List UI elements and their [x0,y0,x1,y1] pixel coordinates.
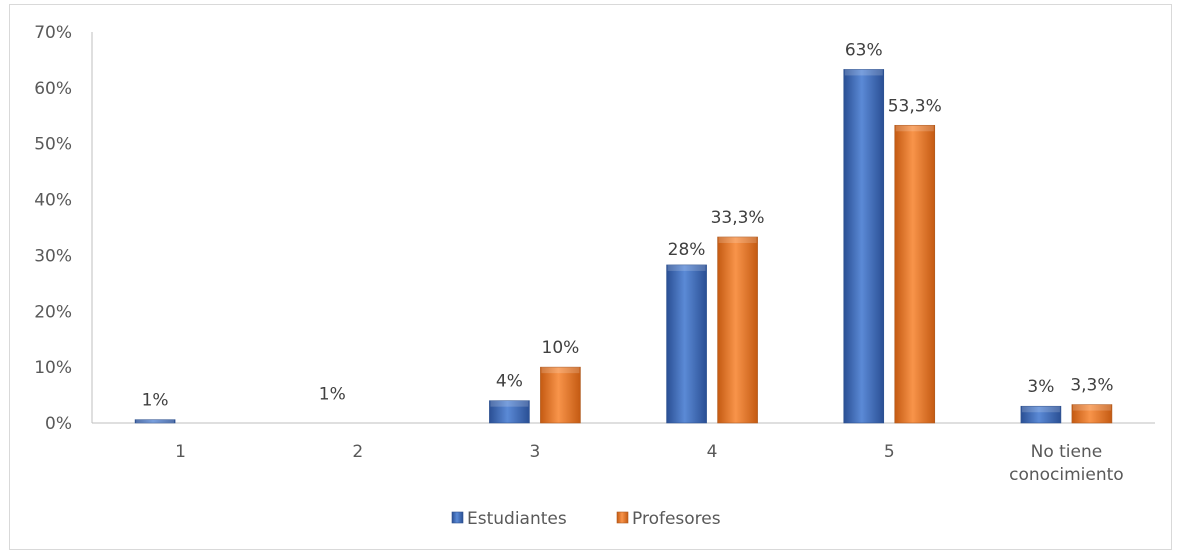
data-label: 3% [1027,377,1054,397]
bar-estudiantes [666,264,707,424]
y-tick-label: 30% [34,246,72,266]
x-tick-label: 4 [707,442,718,462]
bar-bevel-highlight [490,400,529,407]
y-tick-label: 70% [34,23,72,43]
data-label: 28% [668,240,706,260]
y-tick-label: 10% [34,358,72,378]
bars [134,69,1113,424]
bar-estudiantes [1020,405,1062,424]
bar-bevel-highlight [667,264,706,271]
data-label: 10% [542,338,580,358]
x-tick-label: 1 [175,442,186,462]
y-tick-label: 40% [34,191,72,211]
bar-profesores [894,124,936,424]
data-label: 1% [319,385,346,405]
bar-bevel-highlight [541,367,580,374]
x-tick-label: No tiene conocimiento [1009,442,1124,485]
legend: Estudiantes Profesores [451,509,721,529]
x-tick-label: 5 [884,442,895,462]
bar-bevel-highlight [718,236,757,243]
y-axis-ticks: 0% 10% 20% 30% 40% 50% 60% 70% [34,23,72,434]
data-label: 33,3% [711,208,765,228]
data-labels: 1% 1% 4% 28% 63% 3% 10% 33,3% 53,3% 3,3% [142,40,1114,410]
bar-estudiantes [843,69,885,424]
bar-bevel-highlight [136,419,175,423]
data-label: 63% [845,40,883,60]
legend-swatch-estudiantes [451,511,464,524]
bar-estudiantes [134,419,176,424]
legend-swatch-profesores [616,511,629,524]
y-tick-label: 60% [34,79,72,99]
x-axis-ticks: 1 2 3 4 5 No tiene conocimiento [175,442,1124,485]
data-label: 1% [142,391,169,411]
y-tick-label: 50% [34,135,72,155]
y-tick-label: 0% [45,414,72,434]
bar-bevel-highlight [895,125,934,132]
legend-label: Profesores [632,509,721,529]
data-label: 53,3% [888,96,942,116]
bar-profesores [540,366,581,424]
bar-estudiantes [489,400,530,424]
axes [91,32,1155,424]
data-label: 4% [496,372,523,392]
x-tick-label: 2 [352,442,363,462]
bar-bevel-highlight [844,69,883,76]
bar-bevel-highlight [1072,404,1111,411]
bar-bevel-highlight [1021,406,1060,413]
bar-profesores [1071,404,1113,424]
chart-frame [9,4,1172,550]
y-tick-label: 20% [34,302,72,322]
bar-profesores [717,236,758,424]
legend-label: Estudiantes [467,509,567,529]
x-tick-label: 3 [530,442,541,462]
data-label: 3,3% [1070,376,1113,396]
